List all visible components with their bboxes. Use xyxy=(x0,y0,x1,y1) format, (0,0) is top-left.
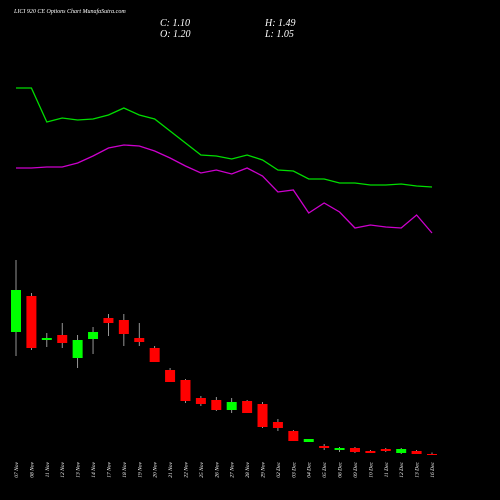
candle-body xyxy=(57,335,68,343)
x-tick-label: 08 Nov xyxy=(29,461,35,477)
candle-body xyxy=(118,320,129,334)
candle-body xyxy=(349,448,360,452)
candle-body xyxy=(134,338,145,342)
candle-body xyxy=(272,422,283,428)
x-tick-label: 27 Nov xyxy=(230,461,236,477)
candle-body xyxy=(242,401,253,413)
candle-body xyxy=(288,431,299,441)
candle-body xyxy=(226,402,237,410)
candle-body xyxy=(72,340,83,358)
x-tick-label: 12 Nov xyxy=(60,461,66,477)
x-tick-label: 18 Nov xyxy=(122,461,128,477)
x-tick-label: 13 Dec xyxy=(415,461,421,477)
candle-body xyxy=(26,296,37,348)
x-tick-label: 09 Dec xyxy=(353,461,359,477)
candle-body xyxy=(427,454,437,455)
candle-body xyxy=(303,439,314,442)
candle-body xyxy=(180,380,191,401)
x-tick-label: 06 Dec xyxy=(338,461,344,477)
x-tick-label: 11 Dec xyxy=(384,461,390,477)
x-tick-label: 28 Nov xyxy=(245,461,251,477)
candle-body xyxy=(211,400,222,410)
candle-body xyxy=(319,446,330,448)
candle-body xyxy=(165,370,176,382)
x-tick-label: 20 Nov xyxy=(153,461,159,477)
x-tick-label: 16 Dec xyxy=(430,461,436,477)
x-tick-label: 12 Dec xyxy=(399,461,405,477)
candle-body xyxy=(334,448,345,450)
x-tick-label: 03 Dec xyxy=(291,461,297,477)
x-tick-label: 22 Nov xyxy=(183,461,189,477)
chart-title: LICI 920 CE Options Chart MunafaSutra.co… xyxy=(13,8,126,15)
x-tick-label: 21 Nov xyxy=(168,461,174,477)
ma-line xyxy=(16,144,433,234)
x-tick-label: 10 Dec xyxy=(368,461,374,477)
x-tick-label: 29 Nov xyxy=(261,461,267,477)
candle-body xyxy=(365,451,376,453)
candle-body xyxy=(103,318,114,323)
candle-body xyxy=(257,404,268,427)
high-label: H: 1.49 xyxy=(264,18,296,29)
candle-body xyxy=(149,348,160,362)
x-tick-label: 17 Nov xyxy=(106,461,112,477)
candle-body xyxy=(411,451,422,454)
x-tick-label: 05 Dec xyxy=(322,461,328,477)
close-label: C: 1.10 xyxy=(160,18,190,29)
candle-body xyxy=(380,449,391,451)
x-tick-label: 11 Nov xyxy=(45,461,51,477)
candle-body xyxy=(396,449,407,453)
x-tick-label: 14 Nov xyxy=(90,461,97,477)
candle-body xyxy=(41,338,52,340)
x-tick-label: 02 Dec xyxy=(276,461,282,477)
candle-body xyxy=(195,398,206,404)
candle-body xyxy=(88,332,99,339)
x-tick-label: 19 Nov xyxy=(137,461,143,477)
x-tick-label: 13 Nov xyxy=(76,461,82,477)
low-label: L: 1.05 xyxy=(264,29,294,40)
x-tick-label: 25 Nov xyxy=(199,461,205,477)
ma-line xyxy=(16,87,433,188)
candle-body xyxy=(11,290,21,332)
open-label: O: 1.20 xyxy=(160,29,191,40)
x-tick-label: 07 Nov xyxy=(14,461,20,477)
x-tick-label: 04 Dec xyxy=(306,461,313,477)
x-tick-label: 26 Nov xyxy=(214,461,220,477)
